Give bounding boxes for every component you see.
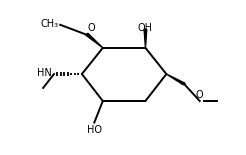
Text: HO: HO [87, 125, 102, 135]
Polygon shape [144, 29, 147, 48]
Text: CH₃: CH₃ [40, 19, 58, 29]
Polygon shape [166, 74, 185, 85]
Polygon shape [85, 33, 103, 48]
Text: OH: OH [138, 23, 153, 33]
Text: HN: HN [37, 68, 52, 78]
Text: O: O [196, 90, 203, 100]
Text: O: O [88, 23, 95, 33]
